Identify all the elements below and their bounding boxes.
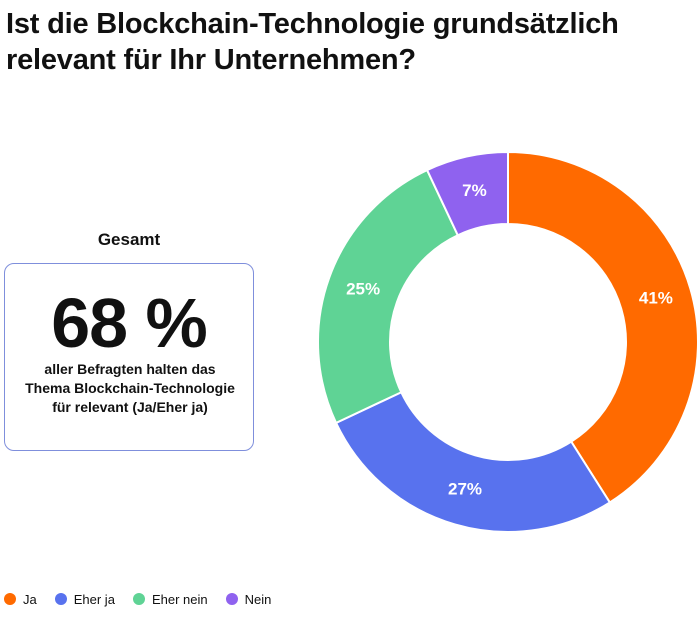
legend-item-nein: Nein xyxy=(225,591,272,607)
summary-percentage: 68 % xyxy=(51,284,208,362)
legend-item-eher-nein: Eher nein xyxy=(132,591,208,607)
legend-item-ja: Ja xyxy=(4,592,37,607)
legend-label-eher-nein: Eher nein xyxy=(151,591,208,607)
donut-slice-eher-ja xyxy=(334,390,612,533)
legend-dot-nein xyxy=(225,593,238,605)
donut-slice-ja xyxy=(507,150,699,504)
legend-label-ja: Ja xyxy=(23,591,37,607)
chart-legend: Ja Eher ja Eher nein Nein xyxy=(4,589,271,609)
summary-heading: Gesamt xyxy=(97,230,161,249)
summary-card: 68 % aller Befragten halten das Thema Bl… xyxy=(4,263,254,451)
legend-dot-ja xyxy=(4,593,16,605)
donut-slice-eher-nein xyxy=(317,168,460,425)
legend-label-nein: Nein xyxy=(244,591,272,607)
legend-dot-eher-ja xyxy=(54,593,67,605)
summary-description: aller Befragten halten das Thema Blockch… xyxy=(25,361,235,415)
chart-title: Ist die Blockchain-Technologie grundsätz… xyxy=(6,8,619,76)
donut-slice-nein xyxy=(425,150,509,237)
legend-label-eher-ja: Eher ja xyxy=(73,591,115,607)
legend-dot-eher-nein xyxy=(132,593,145,605)
legend-item-eher-ja: Eher ja xyxy=(54,591,115,607)
